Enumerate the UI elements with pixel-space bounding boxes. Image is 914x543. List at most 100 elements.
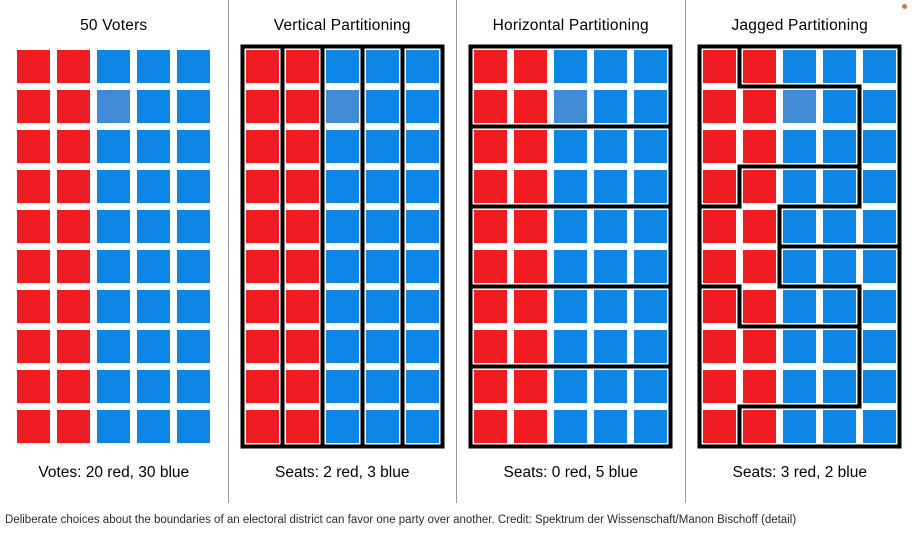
voter-cell <box>57 90 91 123</box>
voter-cell <box>405 90 439 123</box>
voter-cell <box>634 330 668 363</box>
voter-cell <box>594 50 628 83</box>
voter-cell <box>17 90 51 123</box>
voter-cell <box>634 410 668 443</box>
voter-cell <box>97 330 131 363</box>
voter-cell <box>137 370 171 403</box>
voter-cell <box>474 90 508 123</box>
voter-cell <box>554 130 588 163</box>
voter-cell <box>823 210 857 243</box>
voter-cell <box>57 170 91 203</box>
voter-cell <box>97 130 131 163</box>
voter-cell <box>743 410 777 443</box>
panel-title: 50 Voters <box>80 17 148 34</box>
voter-cell <box>325 90 359 123</box>
gerrymandering-figure: 50 Voters Votes: 20 red, 30 blue Vertica… <box>17 0 902 503</box>
voter-cell <box>325 250 359 283</box>
voter-cell <box>137 290 171 323</box>
voter-cell <box>137 90 171 123</box>
voter-cell <box>365 50 399 83</box>
voter-cell <box>554 330 588 363</box>
voter-cell <box>634 170 668 203</box>
voter-cell <box>177 290 211 323</box>
voter-cell <box>594 370 628 403</box>
voter-cell <box>365 290 399 323</box>
voter-cell <box>177 370 211 403</box>
voter-cell <box>17 410 51 443</box>
voter-cell <box>743 370 777 403</box>
voter-cell <box>594 210 628 243</box>
voter-cell <box>285 50 319 83</box>
voter-cell <box>97 90 131 123</box>
voter-cell <box>743 130 777 163</box>
voter-cell <box>823 370 857 403</box>
voter-cell <box>634 210 668 243</box>
voter-cell <box>325 370 359 403</box>
voter-cell <box>634 50 668 83</box>
voter-cell <box>554 290 588 323</box>
voter-cell <box>177 90 211 123</box>
voter-cell <box>823 90 857 123</box>
voter-cell <box>514 90 548 123</box>
voter-cell <box>863 210 897 243</box>
seats-label: Seats: 0 red, 5 blue <box>503 464 638 481</box>
voter-cell <box>703 50 737 83</box>
panel-title: Vertical Partitioning <box>273 17 411 34</box>
figure-caption: Deliberate choices about the boundaries … <box>5 514 797 526</box>
voter-cell <box>245 50 279 83</box>
voter-cell <box>863 410 897 443</box>
voter-cell <box>17 50 51 83</box>
voter-cell <box>783 170 817 203</box>
panel-title: Jagged Partitioning <box>731 17 868 34</box>
voter-cell <box>474 50 508 83</box>
voter-cell <box>514 250 548 283</box>
voter-cell <box>703 330 737 363</box>
voter-cell <box>285 210 319 243</box>
artifact-dot <box>902 4 907 9</box>
voter-cell <box>17 330 51 363</box>
voter-cell <box>634 130 668 163</box>
voter-cell <box>743 330 777 363</box>
voter-cell <box>823 290 857 323</box>
voter-cell <box>325 210 359 243</box>
panel-vertical-partitioning: Vertical Partitioning Seats: 2 red, 3 bl… <box>229 0 457 503</box>
panel-title: Horizontal Partitioning <box>492 17 649 34</box>
voter-cell <box>405 330 439 363</box>
voter-cell <box>783 330 817 363</box>
voter-cell <box>823 410 857 443</box>
voter-cell <box>97 410 131 443</box>
voter-cell <box>863 90 897 123</box>
voter-cell <box>245 170 279 203</box>
voter-cell <box>514 330 548 363</box>
voter-cell <box>474 410 508 443</box>
voter-cell <box>285 250 319 283</box>
voter-cell <box>743 50 777 83</box>
voter-cell <box>823 170 857 203</box>
voter-cell <box>177 50 211 83</box>
voter-cell <box>783 90 817 123</box>
voter-cell <box>57 130 91 163</box>
voter-cell <box>743 290 777 323</box>
voter-cell <box>365 210 399 243</box>
voter-cell <box>17 250 51 283</box>
voter-cell <box>863 130 897 163</box>
voter-cell <box>365 90 399 123</box>
voter-cell <box>823 330 857 363</box>
voter-cell <box>514 410 548 443</box>
voter-cell <box>177 210 211 243</box>
voter-cell <box>783 130 817 163</box>
voter-cell <box>97 170 131 203</box>
voter-cell <box>57 210 91 243</box>
voter-cell <box>285 170 319 203</box>
voter-cell <box>594 330 628 363</box>
voter-cell <box>783 370 817 403</box>
voter-cell <box>405 250 439 283</box>
voter-cell <box>97 210 131 243</box>
voter-cell <box>405 370 439 403</box>
voter-cell <box>245 210 279 243</box>
voter-cell <box>137 250 171 283</box>
voter-cell <box>137 410 171 443</box>
voter-cell <box>137 50 171 83</box>
voter-cell <box>57 50 91 83</box>
voter-cell <box>474 370 508 403</box>
